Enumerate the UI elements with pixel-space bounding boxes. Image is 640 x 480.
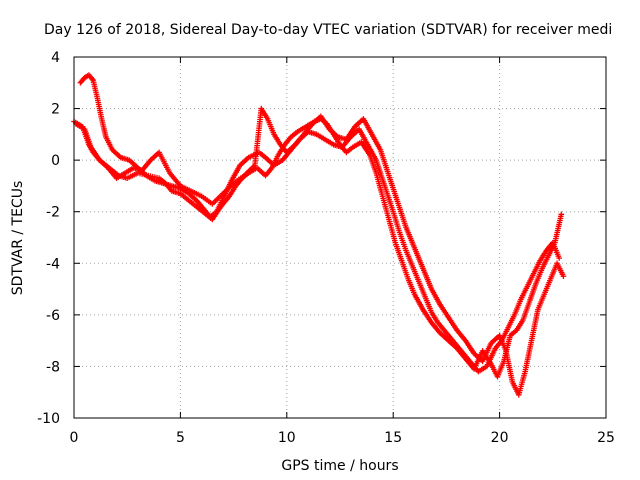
y-tick-label: -10 bbox=[37, 411, 60, 427]
series-track-c bbox=[73, 105, 567, 398]
chart-title: Day 126 of 2018, Sidereal Day-to-day VTE… bbox=[44, 22, 612, 38]
y-tick-label: 4 bbox=[51, 50, 60, 66]
x-tick-label: 0 bbox=[70, 430, 79, 446]
y-tick-label: 2 bbox=[51, 102, 60, 118]
y-tick-label: 0 bbox=[51, 153, 60, 169]
y-axis-title: SDTVAR / TECUs bbox=[10, 181, 26, 296]
y-tick-label: -8 bbox=[46, 359, 60, 375]
axis-ticks bbox=[73, 56, 607, 419]
data-point bbox=[560, 273, 567, 279]
y-tick-label: -6 bbox=[46, 308, 60, 324]
data-point bbox=[556, 255, 562, 261]
x-tick-label: 20 bbox=[491, 430, 509, 446]
x-axis-title: GPS time / hours bbox=[281, 458, 398, 474]
x-tick-label: 15 bbox=[384, 430, 402, 446]
x-tick-label: 10 bbox=[278, 430, 296, 446]
series-track-b bbox=[77, 72, 562, 375]
data-points bbox=[71, 72, 567, 398]
y-tick-label: -2 bbox=[46, 205, 60, 221]
data-point bbox=[558, 211, 565, 218]
series-track-a bbox=[71, 116, 565, 380]
plot-frame bbox=[73, 56, 607, 419]
x-tick-label: 25 bbox=[597, 430, 615, 446]
x-tick-label: 5 bbox=[176, 430, 185, 446]
y-tick-label: -4 bbox=[46, 256, 60, 272]
